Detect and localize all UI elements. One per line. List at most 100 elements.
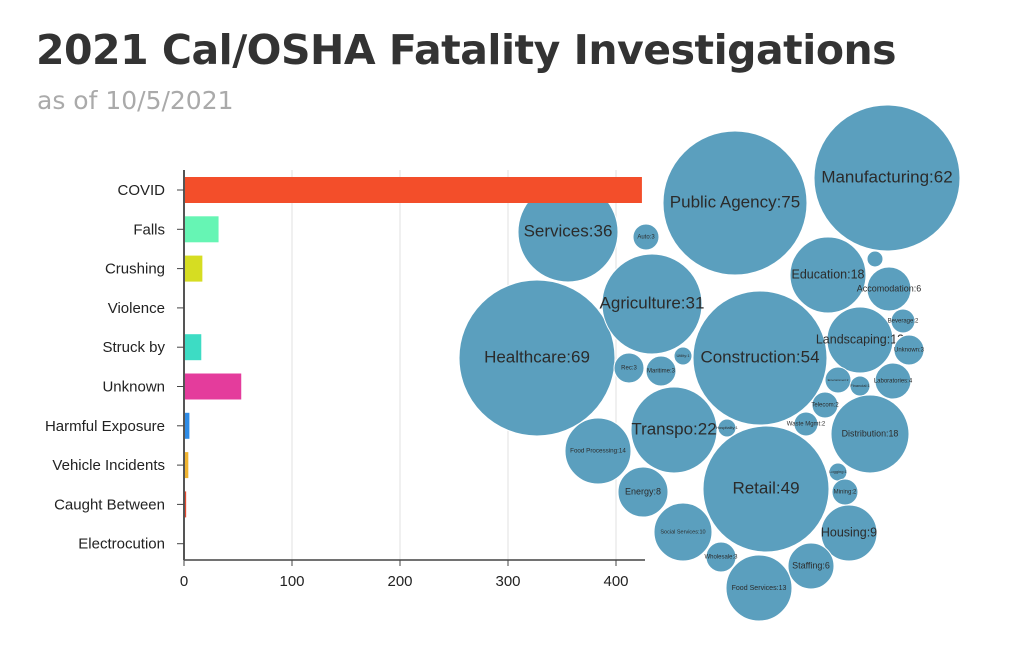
bubble: Accomodation:6: [857, 266, 922, 312]
bubble-label: Social Services:10: [660, 529, 705, 535]
bubble-label: Financial:1: [850, 383, 870, 388]
category-label: Vehicle Incidents: [52, 457, 165, 474]
bubble-label: Beverage:2: [888, 319, 919, 325]
bubble-circle: [630, 386, 718, 474]
bubble-circle: [601, 253, 703, 355]
bar-falls: [185, 216, 219, 243]
bubble-label: Accomodation:6: [857, 283, 922, 293]
bubble: Unknown:3: [893, 334, 925, 366]
x-tick-label: 400: [603, 573, 628, 590]
bubble: Healthcare:69: [458, 279, 616, 437]
bubble-circle: [673, 346, 693, 366]
bubble: Hospitality:1: [716, 418, 739, 438]
page-title: 2021 Cal/OSHA Fatality Investigations: [36, 26, 897, 74]
bubble: Waste Mgmt:2: [787, 411, 826, 437]
bubble-label: Rec:3: [621, 366, 637, 372]
bubble: Auto:3: [632, 223, 660, 251]
bubble-circle: [793, 411, 819, 437]
bubble-chart: Manufacturing:62 Public Agency:75 Services…: [458, 104, 961, 622]
bubble-label: Unknown:3: [894, 348, 925, 354]
bar-crushing: [185, 255, 203, 282]
bubble-circle: [830, 394, 910, 474]
bubble-label: Food Processing:14: [570, 448, 626, 455]
bubble-circle: [717, 418, 737, 438]
bubble: Energy:8: [617, 466, 669, 518]
category-label: Caught Between: [54, 496, 165, 513]
bubble: Public Agency:75: [662, 130, 808, 276]
bubble-circle: [632, 223, 660, 251]
x-tick-label: 100: [279, 573, 304, 590]
bubble-label: Energy:8: [625, 486, 661, 496]
bubble-label: Healthcare:69: [484, 347, 590, 366]
bubble-label: Retail:49: [732, 478, 799, 497]
bubble: Retail:49: [702, 425, 830, 553]
bubble-circle: [893, 334, 925, 366]
bubble-circle: [789, 236, 867, 314]
bubble-circle: [613, 352, 645, 384]
x-tick-label: 200: [387, 573, 412, 590]
bubble-circle: [874, 362, 912, 400]
bubble: Logging:1: [828, 462, 848, 482]
bubble-label: Construction:54: [700, 347, 819, 366]
category-label: Falls: [133, 221, 165, 238]
page-subtitle: as of 10/5/2021: [37, 86, 234, 115]
x-tick-label: 300: [495, 573, 520, 590]
category-label: Electrocution: [78, 536, 165, 553]
bubble: Social Services:10: [653, 502, 713, 562]
bubble-circle: [866, 266, 912, 312]
bubble-label: Telecom:2: [811, 403, 839, 409]
bubble-label: Logging:1: [829, 469, 847, 474]
bubble-circle: [692, 290, 828, 426]
bubble: Entertainment:2: [824, 366, 852, 394]
bubble-circle: [811, 391, 839, 419]
bubble-circle: [645, 355, 677, 387]
bubble-circle: [890, 308, 916, 334]
bubble-circle: [725, 554, 793, 622]
category-label: COVID: [117, 182, 165, 199]
bubble-circle: [705, 541, 737, 573]
bar-struck-by: [185, 334, 202, 361]
bar-covid: [185, 177, 642, 203]
x-tick-label: 0: [180, 573, 188, 590]
bubble-label: Utility:1: [676, 353, 690, 358]
bubble-label: Landscaping:13: [816, 332, 904, 346]
bubble: Staffing:6: [787, 542, 835, 590]
bubble-label: Entertainment:2: [828, 378, 849, 382]
bar-caught-between: [185, 491, 187, 518]
bubble-circle: [866, 250, 884, 268]
bubble: Telecom:2: [811, 391, 839, 419]
bubble-circle: [824, 366, 852, 394]
bubble-label: Waste Mgmt:2: [787, 422, 826, 428]
bar-harmful-exposure: [185, 412, 190, 439]
bubble-label: Public Agency:75: [670, 192, 800, 211]
bubble-label: Staffing:6: [792, 560, 830, 570]
bubble: Maritime:3: [645, 355, 677, 387]
category-label: Crushing: [105, 261, 165, 278]
bubble-circle: [458, 279, 616, 437]
bubble: Beverage:2: [888, 308, 919, 334]
bubble: Distribution:18: [830, 394, 910, 474]
bubble-label: Agriculture:31: [600, 293, 705, 312]
bubble-label: Distribution:18: [842, 428, 899, 438]
bubble-circle: [662, 130, 808, 276]
bubble: Transpo:22: [630, 386, 718, 474]
bubble-label: Manufacturing:62: [821, 167, 952, 186]
bubble-label: Hospitality:1: [716, 425, 739, 430]
bubble: Utility:1: [673, 346, 693, 366]
bubble-circle: [617, 466, 669, 518]
bubble-circle: [813, 104, 961, 252]
bubble: Wholesale:3: [704, 541, 738, 573]
bubble: Mining:2: [831, 478, 859, 506]
bubble: Services:36: [517, 181, 619, 283]
bubble-label: Wholesale:3: [704, 555, 738, 561]
bubble-label: Transpo:22: [631, 419, 716, 438]
bubble: [866, 250, 884, 268]
bubble: Laboratories:4: [874, 362, 913, 400]
bubble-label: Services:36: [524, 221, 613, 240]
bubble: Food Services:13: [725, 554, 793, 622]
bar-unknown: [185, 373, 242, 400]
bubble-label: Laboratories:4: [874, 379, 913, 385]
bubble-label: Education:18: [792, 267, 865, 281]
